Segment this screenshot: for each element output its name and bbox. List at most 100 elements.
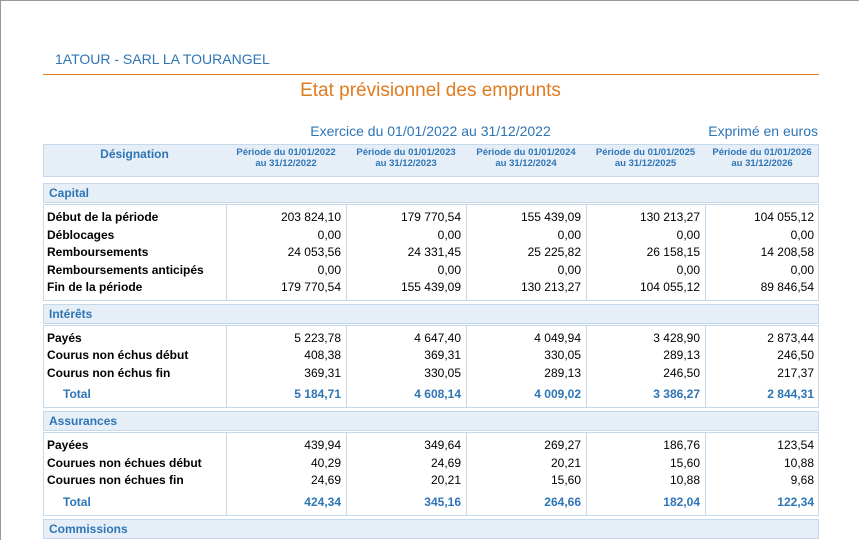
column-divider <box>586 204 587 301</box>
cell: 9,68 <box>790 473 814 487</box>
rule <box>43 74 819 75</box>
total-cell: 345,16 <box>424 494 461 509</box>
row-label: Début de la période <box>47 210 159 224</box>
cell: 186,76 <box>663 438 700 452</box>
row-label: Courus non échus fin <box>47 365 171 380</box>
column-divider <box>466 324 467 408</box>
cell: 14 208,58 <box>760 245 814 259</box>
cell: 408,38 <box>304 348 341 362</box>
cell: 20,21 <box>430 473 461 487</box>
row-label: Courus non échus début <box>47 348 189 362</box>
cell: 349,64 <box>424 438 461 452</box>
total-cell: 4 009,02 <box>534 387 581 401</box>
title: Etat prévisionnel des emprunts <box>300 80 561 101</box>
cell: 2 873,44 <box>767 330 814 345</box>
total-cell: 424,34 <box>304 494 341 509</box>
column-divider <box>705 204 706 301</box>
cell: 20,21 <box>550 455 581 470</box>
column-divider <box>586 324 587 408</box>
column-header: Période du 01/01/2023 <box>356 147 456 158</box>
section-body <box>43 432 819 516</box>
column-header: au 31/12/2024 <box>495 158 557 169</box>
row-label: Remboursements <box>47 245 149 259</box>
column-header: Période du 01/01/2026 <box>712 147 812 158</box>
column-divider <box>226 324 227 408</box>
section-name: Intérêts <box>49 306 93 321</box>
column-divider <box>346 432 347 516</box>
column-divider <box>705 432 706 516</box>
row-label: Courues non échues début <box>47 455 202 470</box>
section-body <box>43 204 819 301</box>
column-header: au 31/12/2023 <box>375 158 437 169</box>
cell: 130 213,27 <box>639 210 700 224</box>
row-label: Courues non échues fin <box>47 473 184 487</box>
cell: 155 439,09 <box>400 280 461 294</box>
section-header <box>43 183 819 203</box>
row-label: Payés <box>47 330 82 345</box>
section-name: Commissions <box>49 521 128 536</box>
company: 1ATOUR - SARL LA TOURANGEL <box>55 51 270 67</box>
cell: 0,00 <box>437 262 461 277</box>
cell: 179 770,54 <box>280 280 341 294</box>
cell: 24,69 <box>430 455 461 470</box>
column-header: au 31/12/2022 <box>255 158 317 169</box>
cell: 289,13 <box>663 348 700 362</box>
cell: 0,00 <box>790 227 814 242</box>
cell: 203 824,10 <box>280 210 341 224</box>
cell: 24,69 <box>310 473 341 487</box>
cell: 130 213,27 <box>520 280 581 294</box>
cell: 0,00 <box>317 227 341 242</box>
column-header: Période du 01/01/2025 <box>595 147 696 158</box>
cell: 179 770,54 <box>400 210 461 224</box>
cell: 24 331,45 <box>407 245 461 259</box>
column-divider <box>705 324 706 408</box>
cell: 155 439,09 <box>520 210 581 224</box>
section-body <box>43 324 819 408</box>
column-divider <box>586 432 587 516</box>
cell: 246,50 <box>663 365 700 380</box>
cell: 15,60 <box>669 455 700 470</box>
cell: 330,05 <box>424 365 461 380</box>
total-label: Total <box>63 494 91 509</box>
cell: 89 846,54 <box>760 280 814 294</box>
cell: 0,00 <box>437 227 461 242</box>
cell: 24 053,56 <box>287 245 341 259</box>
row-label: Payées <box>47 438 89 452</box>
section-header <box>43 518 819 539</box>
cell: 40,29 <box>310 455 341 470</box>
cell: 26 158,15 <box>646 245 700 259</box>
section-name: Capital <box>49 186 90 200</box>
cell: 0,00 <box>676 227 700 242</box>
cell: 4 647,40 <box>414 330 461 345</box>
total-cell: 3 386,27 <box>653 387 700 401</box>
cell: 369,31 <box>304 365 341 380</box>
cell: 104 055,12 <box>753 210 814 224</box>
total-cell: 2 844,31 <box>767 387 814 401</box>
cell: 369,31 <box>424 348 461 362</box>
section-header <box>43 303 819 324</box>
section-header <box>43 411 819 431</box>
total-cell: 264,66 <box>544 494 581 509</box>
column-header: Période du 01/01/2022 <box>236 147 336 158</box>
cell: 10,88 <box>783 455 814 470</box>
cell: 439,94 <box>304 438 341 452</box>
row-label: Remboursements anticipés <box>47 262 204 277</box>
total-label: Total <box>63 387 91 401</box>
column-divider <box>466 204 467 301</box>
cell: 10,88 <box>669 473 700 487</box>
cell: 269,27 <box>544 438 581 452</box>
unit: Exprimé en euros <box>708 123 818 139</box>
period: Exercice du 01/01/2022 au 31/12/2022 <box>310 123 551 139</box>
column-header: Période du 01/01/2024 <box>476 147 576 158</box>
column-divider <box>346 324 347 408</box>
column-divider <box>226 204 227 301</box>
cell: 5 223,78 <box>294 330 341 345</box>
cell: 217,37 <box>777 365 814 380</box>
cell: 104 055,12 <box>639 280 700 294</box>
cell: 123,54 <box>777 438 814 452</box>
total-cell: 4 608,14 <box>414 387 461 401</box>
row-label: Fin de la période <box>47 280 143 294</box>
total-cell: 182,04 <box>663 494 700 509</box>
section-name: Assurances <box>49 414 118 428</box>
